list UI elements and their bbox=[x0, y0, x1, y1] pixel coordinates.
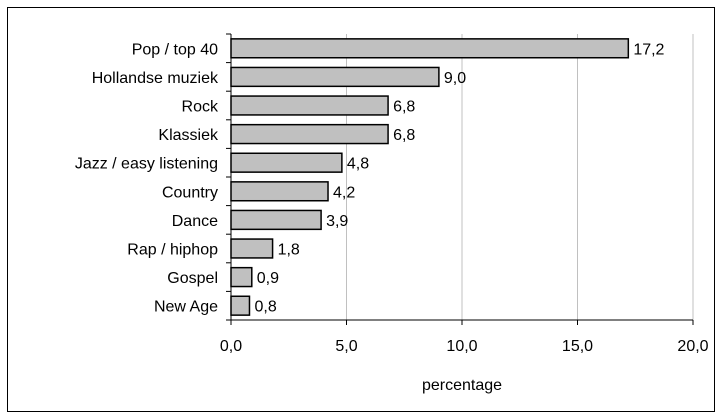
category-label: Country bbox=[162, 184, 218, 201]
bar bbox=[230, 295, 251, 316]
bar bbox=[230, 38, 630, 59]
category-labels: Pop / top 40 Hollandse muziek Rock Klassiek… bbox=[75, 41, 219, 315]
value-label: 6,8 bbox=[393, 127, 415, 144]
value-label: 4,8 bbox=[347, 156, 369, 173]
bar bbox=[230, 66, 440, 88]
bar bbox=[230, 152, 343, 173]
category-label: Rock bbox=[182, 99, 219, 116]
value-label: 3,9 bbox=[326, 213, 348, 230]
value-label: 4,2 bbox=[333, 184, 355, 201]
x-tick-label: 5,0 bbox=[335, 338, 357, 355]
axes bbox=[226, 33, 694, 325]
category-label: Klassiek bbox=[158, 127, 219, 144]
value-label: 9,0 bbox=[444, 70, 466, 87]
x-tick-label: 0,0 bbox=[220, 338, 242, 355]
bar bbox=[230, 123, 389, 145]
value-label: 0,8 bbox=[254, 299, 276, 316]
bars bbox=[230, 38, 630, 316]
value-label: 6,8 bbox=[393, 99, 415, 116]
x-tick-label: 10,0 bbox=[446, 338, 477, 355]
value-label: 0,9 bbox=[257, 270, 279, 287]
category-label: Hollandse muziek bbox=[92, 70, 219, 87]
category-label: Pop / top 40 bbox=[132, 41, 218, 58]
bar bbox=[230, 266, 253, 288]
bar bbox=[230, 181, 329, 202]
x-tick-label: 15,0 bbox=[562, 338, 593, 355]
category-label: Jazz / easy listening bbox=[75, 156, 218, 173]
value-labels: 17,2 9,0 6,8 6,8 4,8 4,2 3,9 1,8 0,9 0,8 bbox=[254, 41, 664, 315]
category-label: Rap / hiphop bbox=[127, 242, 218, 259]
bar bbox=[230, 209, 322, 231]
bar bbox=[230, 238, 274, 259]
category-label: Dance bbox=[172, 213, 218, 230]
category-label: New Age bbox=[154, 299, 218, 316]
x-tick-label: 20,0 bbox=[677, 338, 708, 355]
x-axis-label: percentage bbox=[422, 377, 502, 394]
x-tick-labels: 0,0 5,0 10,0 15,0 20,0 bbox=[220, 338, 709, 355]
value-label: 17,2 bbox=[633, 41, 664, 58]
bar bbox=[230, 95, 389, 116]
category-label: Gospel bbox=[167, 270, 218, 287]
value-label: 1,8 bbox=[278, 242, 300, 259]
